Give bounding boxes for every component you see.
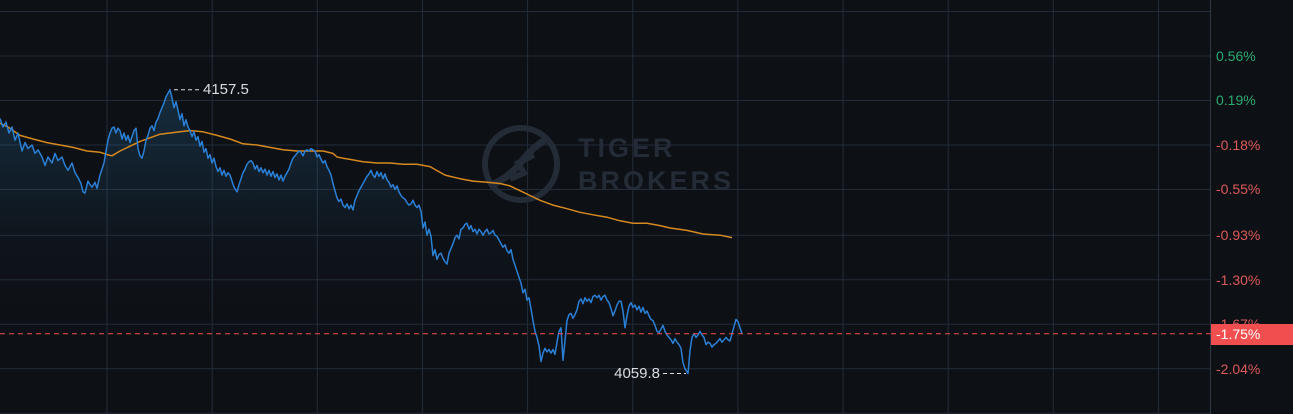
watermark-line1: TIGER <box>578 133 676 163</box>
tiger-brokers-watermark: TIGER BROKERS <box>480 121 734 205</box>
y-axis-label: -1.30% <box>1216 272 1261 288</box>
tiger-logo-icon <box>482 125 560 203</box>
y-axis-label: 0.19% <box>1216 92 1256 108</box>
current-price-badge: -1.75% <box>1211 324 1293 345</box>
price-line <box>0 88 743 375</box>
moving-average-line <box>0 122 733 239</box>
price-area-fill <box>0 89 742 414</box>
high-price-annotation: 4157.5 <box>203 81 249 98</box>
watermark-text: TIGER BROKERS <box>578 132 734 198</box>
y-axis-label: -2.04% <box>1216 361 1261 377</box>
y-axis-label: 0.56% <box>1216 48 1256 64</box>
y-axis-label: -0.18% <box>1216 137 1261 153</box>
y-axis-label: -0.93% <box>1216 227 1261 243</box>
low-price-annotation: 4059.8 <box>614 365 660 382</box>
y-axis-label: -0.55% <box>1216 181 1261 197</box>
watermark-line2: BROKERS <box>578 166 735 196</box>
